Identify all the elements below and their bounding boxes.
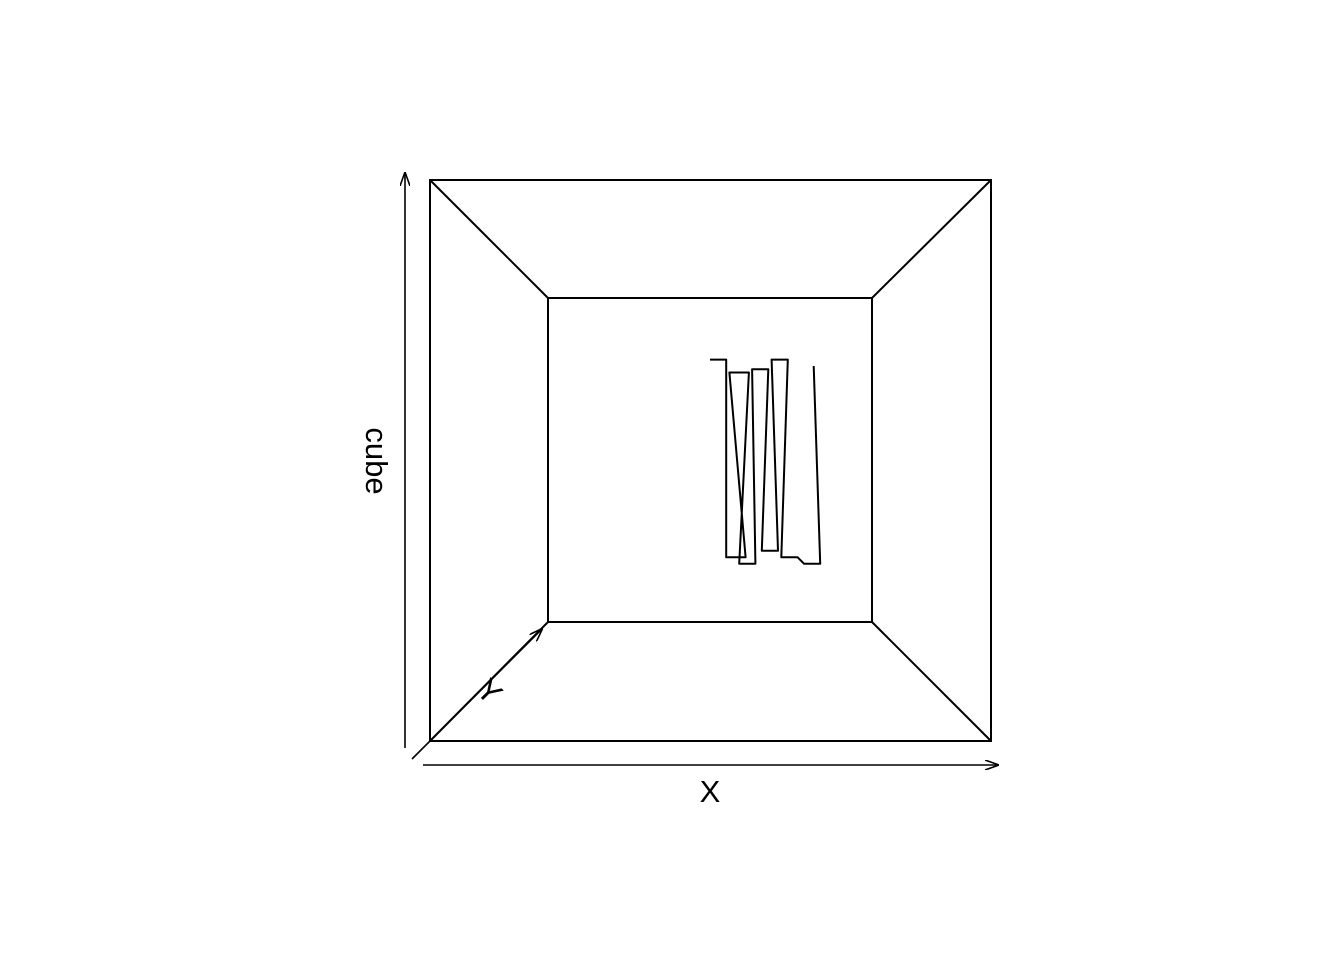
series-line-0	[710, 358, 822, 565]
axes	[405, 173, 998, 765]
x-axis-label: X	[700, 774, 721, 809]
series-layer	[710, 358, 822, 565]
edge-top-left	[429, 179, 549, 299]
edge-top-right	[871, 179, 992, 299]
y-axis-arrow	[411, 629, 542, 760]
edge-bottom-right	[871, 621, 992, 742]
back-face	[547, 297, 873, 623]
z-axis-label: cube	[359, 427, 394, 494]
y-axis-label: Y	[470, 672, 509, 711]
front-face	[429, 179, 992, 742]
